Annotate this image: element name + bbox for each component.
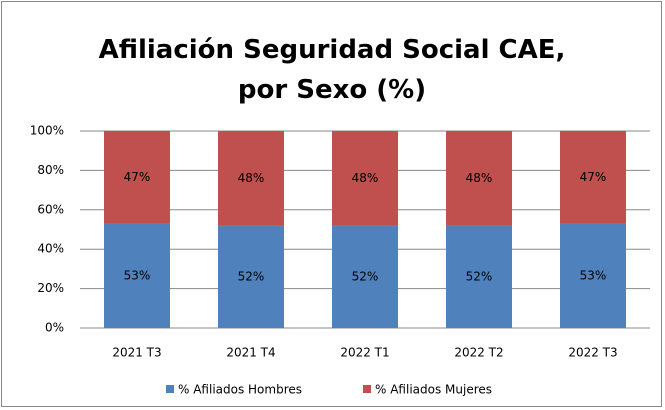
x-tick-label: 2022 T2 (454, 346, 503, 360)
y-tick-label: 80% (37, 163, 64, 177)
x-tick-label: 2022 T1 (340, 346, 389, 360)
x-tick-label: 2022 T3 (568, 346, 617, 360)
chart-title: Afiliación Seguridad Social CAE, por Sex… (98, 35, 566, 105)
legend-label: % Afiliados Mujeres (375, 383, 492, 397)
y-tick-label: 0% (45, 321, 64, 335)
y-tick-label: 100% (30, 124, 64, 138)
y-tick-label: 40% (37, 242, 64, 256)
data-label: 48% (352, 171, 379, 185)
bar-segment (446, 131, 512, 226)
bar-segment (560, 223, 626, 328)
data-label: 53% (124, 268, 151, 282)
data-label: 52% (352, 269, 379, 283)
legend-swatch (363, 385, 371, 393)
y-tick-label: 20% (37, 281, 64, 295)
data-label: 52% (238, 269, 265, 283)
bar-segment (218, 225, 284, 328)
bar-segment (332, 131, 398, 226)
legend-swatch (166, 385, 174, 393)
data-label: 47% (580, 170, 607, 184)
data-label: 48% (238, 171, 265, 185)
bar-segment (218, 131, 284, 226)
data-label: 48% (466, 171, 493, 185)
bar-segment (560, 131, 626, 224)
bar-segment (446, 225, 512, 328)
data-label: 52% (466, 269, 493, 283)
bar-segment (104, 223, 170, 328)
legend-label: % Afiliados Hombres (178, 383, 302, 397)
x-tick-label: 2021 T4 (226, 346, 275, 360)
data-label: 53% (580, 268, 607, 282)
data-label: 47% (124, 170, 151, 184)
bar-segment (332, 225, 398, 328)
y-tick-label: 60% (37, 202, 64, 216)
x-tick-label: 2021 T3 (112, 346, 161, 360)
bar-segment (104, 131, 170, 224)
